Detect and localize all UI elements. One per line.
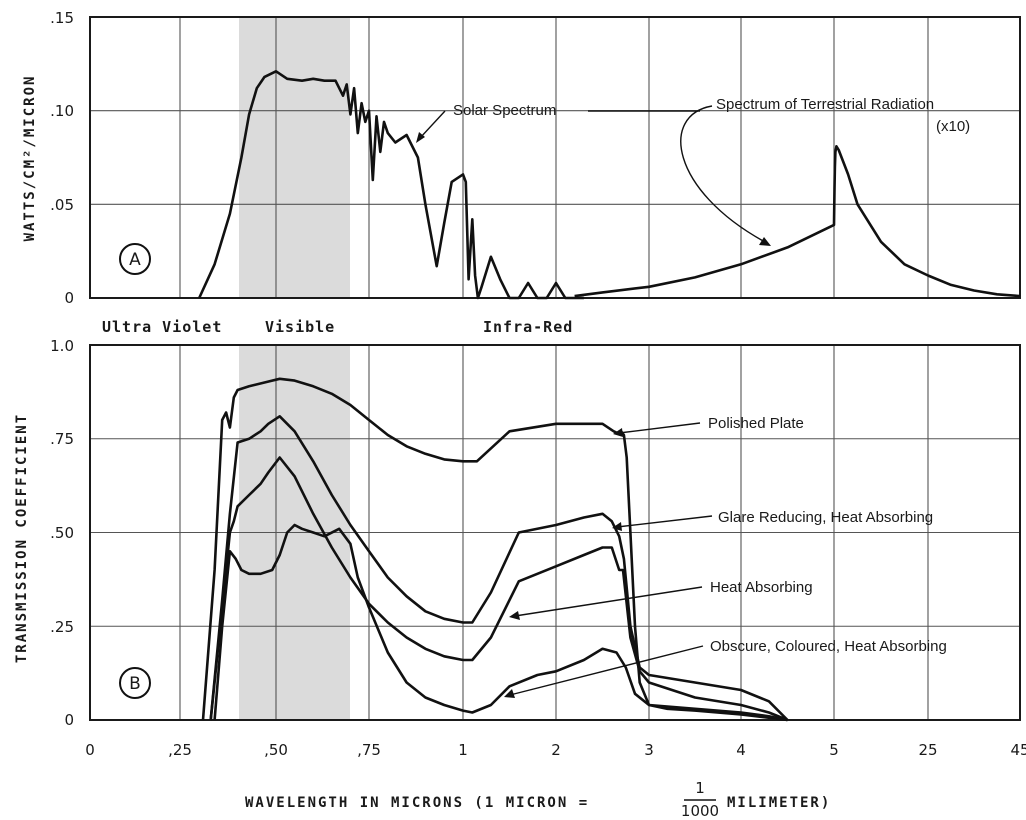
x-tick-label: 1	[458, 741, 468, 759]
panel-a-visible-band	[239, 17, 350, 298]
panel-a-grid	[90, 17, 1020, 298]
annotation-x10: (x10)	[936, 118, 970, 135]
annotation-terrestrial-spectrum: Spectrum of Terrestrial Radiation	[716, 96, 934, 113]
polished-plate-arrowhead	[613, 428, 623, 437]
annotation-heat-absorbing: Heat Absorbing	[710, 579, 813, 596]
series-line-glare-reducing-heat-absorbing	[209, 415, 789, 721]
panel-a-y-tick: 0	[64, 289, 74, 307]
panel-b-y-tick: 1.0	[50, 337, 74, 355]
panel-a-y-tick: .05	[50, 196, 74, 214]
annotation-polished-plate: Polished Plate	[708, 415, 804, 432]
series-line-heat-absorbing	[209, 456, 788, 722]
x-tick-label: 45	[1010, 741, 1026, 759]
x-tick-label: 0	[85, 741, 95, 759]
terrestrial-leader	[680, 105, 766, 243]
panel-a-circle-label: A	[119, 243, 151, 275]
glare-reducing-leader	[616, 515, 713, 528]
x-axis-ticks: 0,25,50,75 1 2 3 4 5 25 45	[85, 741, 1026, 759]
series-line-polished-plate	[201, 377, 788, 722]
panel-a-y-ticks: 0 .05 .10 .15	[50, 9, 74, 307]
series-line-spectrum-of-terrestrial-radiation	[574, 145, 1021, 298]
solar-spectrum-arrowhead	[416, 132, 425, 143]
obscure-coloured-leader	[509, 645, 704, 696]
x-axis-label-numerator: 1	[695, 779, 705, 797]
panel-b: 0 .25 .50 .75 1.0 TRANSMISSION COEFFICIE…	[14, 337, 1021, 729]
x-tick-label: 4	[736, 741, 746, 759]
band-label-infra-red: Infra-Red	[483, 318, 573, 336]
x-tick-label: 25	[918, 741, 937, 759]
band-label-visible: Visible	[265, 318, 335, 336]
panel-b-y-ticks: 0 .25 .50 .75 1.0	[50, 337, 74, 729]
band-labels: Ultra Violet Visible Infra-Red	[102, 318, 573, 336]
panel-a: 0 .05 .10 .15 WATTS/CM²/MICRON A Solar S…	[22, 9, 1021, 307]
annotation-solar-spectrum: Solar Spectrum	[453, 102, 556, 119]
polished-plate-leader	[618, 422, 701, 434]
panel-a-marker: A	[129, 250, 141, 270]
solar-spectrum-leader	[419, 110, 446, 139]
panel-a-y-tick: .15	[50, 9, 74, 27]
series-line-solar-spectrum	[198, 70, 584, 300]
panel-b-y-tick: .75	[50, 430, 74, 448]
series-line-obscure-coloured-heat-absorbing	[213, 523, 788, 722]
x-tick-label: ,50	[264, 741, 288, 759]
terrestrial-arrowhead	[759, 237, 771, 246]
annotation-obscure-coloured: Obscure, Coloured, Heat Absorbing	[710, 638, 947, 655]
panel-a-frame	[89, 16, 1021, 299]
x-tick-label: 5	[829, 741, 839, 759]
x-axis-label: WAVELENGTH IN MICRONS (1 MICRON = 1 1000…	[245, 779, 831, 820]
panel-b-y-axis-label: TRANSMISSION COEFFICIENT	[14, 413, 30, 663]
x-tick-label: 2	[551, 741, 561, 759]
x-axis-label-text: WAVELENGTH IN MICRONS (1 MICRON =	[245, 795, 589, 811]
panel-b-marker: B	[129, 674, 141, 694]
obscure-coloured-arrowhead	[504, 689, 515, 698]
panel-b-circle-label: B	[119, 667, 151, 699]
band-label-ultra-violet: Ultra Violet	[102, 318, 222, 336]
x-axis-label-denominator: 1000	[681, 802, 719, 820]
panel-a-y-axis-label: WATTS/CM²/MICRON	[22, 75, 38, 242]
glare-reducing-arrowhead	[612, 522, 622, 531]
panel-b-frame	[89, 344, 1021, 721]
annotation-glare-reducing: Glare Reducing, Heat Absorbing	[718, 509, 933, 526]
panel-a-series	[198, 70, 1021, 300]
panel-b-series	[201, 377, 789, 722]
panel-a-y-tick: .10	[50, 102, 74, 120]
x-tick-label: ,75	[357, 741, 381, 759]
heat-absorbing-leader	[514, 586, 703, 617]
panel-b-y-tick: 0	[64, 711, 74, 729]
panel-b-y-tick: .50	[50, 524, 74, 542]
x-axis-label-tail: MILIMETER)	[727, 795, 831, 811]
x-tick-label: 3	[644, 741, 654, 759]
heat-absorbing-arrowhead	[509, 611, 520, 620]
panel-b-grid	[90, 345, 1020, 720]
panel-b-y-tick: .25	[50, 618, 74, 636]
x-tick-label: ,25	[168, 741, 192, 759]
